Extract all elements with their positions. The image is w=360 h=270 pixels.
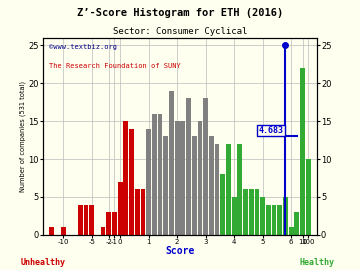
Bar: [123, 121, 128, 235]
Bar: [272, 205, 276, 235]
Text: Sector: Consumer Cyclical: Sector: Consumer Cyclical: [113, 27, 247, 36]
Text: ©www.textbiz.org: ©www.textbiz.org: [49, 44, 117, 50]
Bar: [226, 144, 231, 235]
Bar: [289, 227, 293, 235]
Bar: [300, 68, 305, 235]
Bar: [232, 197, 237, 235]
Bar: [106, 212, 111, 235]
Bar: [152, 114, 157, 235]
Bar: [61, 227, 66, 235]
Text: The Research Foundation of SUNY: The Research Foundation of SUNY: [49, 63, 180, 69]
Bar: [146, 129, 151, 235]
Bar: [203, 99, 208, 235]
Text: Z’-Score Histogram for ETH (2016): Z’-Score Histogram for ETH (2016): [77, 8, 283, 18]
Bar: [180, 121, 185, 235]
Bar: [249, 190, 254, 235]
Bar: [209, 136, 214, 235]
Bar: [277, 205, 282, 235]
Bar: [158, 114, 162, 235]
Bar: [215, 144, 220, 235]
Bar: [140, 190, 145, 235]
Bar: [192, 136, 197, 235]
Bar: [255, 190, 259, 235]
Bar: [294, 212, 299, 235]
Bar: [163, 136, 168, 235]
Bar: [220, 174, 225, 235]
Bar: [112, 212, 117, 235]
Bar: [283, 197, 288, 235]
Bar: [49, 227, 54, 235]
Bar: [243, 190, 248, 235]
Text: 4.683: 4.683: [259, 126, 284, 135]
Bar: [306, 159, 311, 235]
Y-axis label: Number of companies (531 total): Number of companies (531 total): [19, 81, 26, 192]
Bar: [238, 144, 242, 235]
Bar: [89, 205, 94, 235]
Bar: [266, 205, 271, 235]
Bar: [118, 182, 122, 235]
Text: Healthy: Healthy: [299, 258, 334, 267]
Bar: [129, 129, 134, 235]
Bar: [186, 99, 191, 235]
Bar: [84, 205, 88, 235]
X-axis label: Score: Score: [165, 247, 195, 256]
Text: Unhealthy: Unhealthy: [21, 258, 66, 267]
Bar: [198, 121, 202, 235]
Bar: [101, 227, 105, 235]
Bar: [135, 190, 140, 235]
Bar: [169, 91, 174, 235]
Bar: [260, 197, 265, 235]
Bar: [175, 121, 180, 235]
Bar: [78, 205, 83, 235]
